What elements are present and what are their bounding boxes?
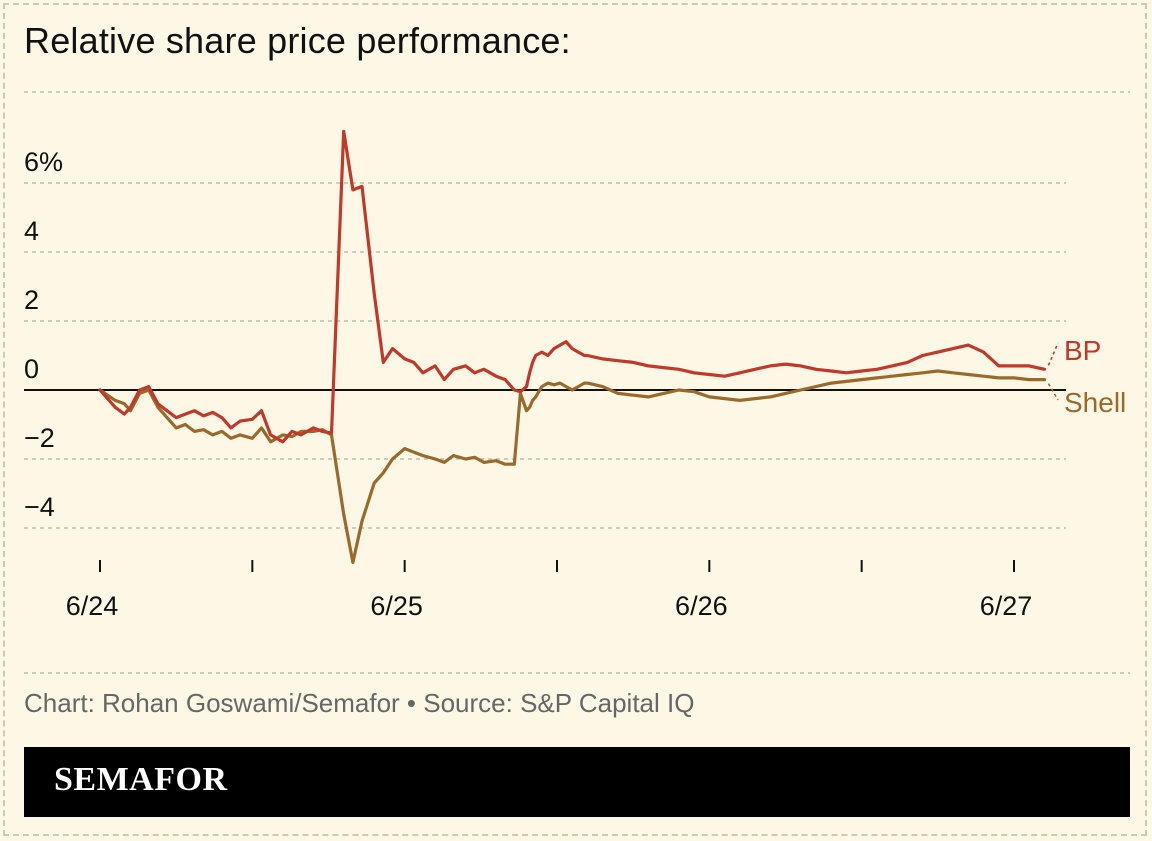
chart-credit: Chart: Rohan Goswami/Semafor • Source: S…: [24, 688, 695, 718]
y-tick-label: −4: [24, 492, 55, 522]
y-tick-label: 2: [24, 285, 39, 315]
series-line-bp: [98, 129, 1047, 444]
shell-label: Shell: [1064, 387, 1126, 418]
y-tick-label: 0: [24, 354, 39, 384]
shell-leader: [1047, 383, 1059, 401]
grid-layer: [24, 91, 1130, 674]
y-axis-ticks: 6% 4 2 0 −2 −4: [24, 147, 63, 522]
x-axis-ticks: 6/24 6/25 6/26 6/27: [66, 560, 1033, 621]
semafor-logo: SEMAFOR: [54, 761, 228, 798]
bp-label: BP: [1064, 335, 1101, 366]
series-lines: [98, 129, 1047, 565]
chart-frame: [3, 3, 1147, 836]
series-labels: BP Shell: [1047, 335, 1126, 418]
x-tick-label: 6/27: [980, 591, 1033, 621]
chart-canvas: 6% 4 2 0 −2 −4 6/24 6/25 6/26 6/27 BP Shell: [24, 91, 1130, 674]
y-tick-label: 6%: [24, 147, 63, 177]
series-line-shell: [98, 369, 1047, 565]
x-tick-label: 6/26: [675, 591, 728, 621]
x-tick-label: 6/24: [66, 591, 119, 621]
y-tick-label: 4: [24, 216, 39, 246]
footer-bar: SEMAFOR: [24, 747, 1130, 817]
x-tick-label: 6/25: [370, 591, 423, 621]
chart-title: Relative share price performance:: [24, 20, 571, 61]
y-tick-label: −2: [24, 423, 55, 453]
bp-leader: [1047, 342, 1059, 366]
